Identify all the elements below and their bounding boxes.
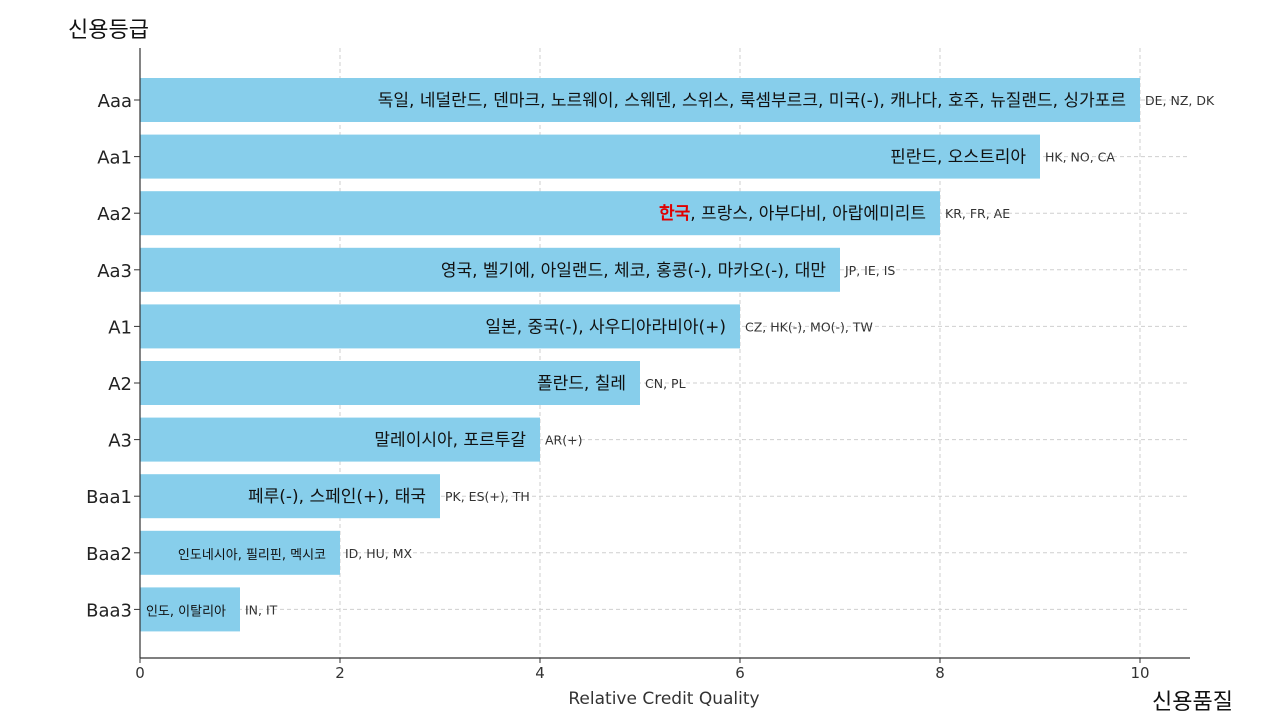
bar-inside-label: 말레이시아, 포르투갈 [374,431,526,451]
x-tick-label: 8 [935,664,945,682]
bar-outside-label: KR, FR, AE [945,206,1010,221]
x-axis-title: Relative Credit Quality [568,689,759,709]
bar [140,361,640,405]
y-tick-label: Aa2 [97,204,132,225]
bar [140,134,1040,179]
bar-outside-label: CN, PL [645,376,686,391]
axes: Aaa Aa1 Aa2 Aa3 A1 A2 A3 Baa1 Baa2 Baa3 0 2 4 6 8 10 [86,48,1190,682]
bar-inside-label: 한국, 프랑스, 아부다비, 아랍에미리트 [659,204,926,224]
y-tick-label: Baa3 [86,600,132,621]
y-tick-label: Baa2 [86,544,132,565]
bar-inside-label: 폴란드, 칠레 [537,374,626,394]
bar-inside-label: 페루(-), 스페인(+), 태국 [248,487,426,507]
y-tick-label: A1 [108,317,132,338]
y-tick-label: A2 [108,374,132,395]
bar [140,247,840,292]
y-tick-label: Baa1 [86,487,132,508]
y-tick-label: Aaa [98,91,132,112]
bar [140,530,340,575]
bar-outside-label: CZ, HK(-), MO(-), TW [745,319,873,334]
y-tick-label: Aa1 [97,148,132,169]
bar [140,78,1140,122]
bar-inside-label: 핀란드, 오스트리아 [890,148,1026,168]
bar-outside-label: DE, NZ, DK [1145,93,1215,108]
y-corner-label: 신용등급 [68,18,149,43]
x-tick-label: 2 [335,664,345,682]
bar [140,417,540,462]
y-tick-label: Aa3 [97,261,132,282]
bar-outside-label: PK, ES(+), TH [445,489,530,504]
x-tick-label: 10 [1130,664,1149,682]
bar-outside-label: ID, HU, MX [345,546,413,561]
bar-inside-label: 일본, 중국(-), 사우디아라비아(+) [485,317,726,337]
bar-inside-label: 인도, 이탈리아 [146,604,226,619]
x-tick-label: 0 [135,664,145,682]
bar-inside-label: 인도네시아, 필리핀, 멕시코 [178,548,326,563]
x-corner-label: 신용품질 [1152,690,1233,715]
y-tick-label: A3 [108,431,132,452]
bars: 독일, 네덜란드, 덴마크, 노르웨이, 스웨덴, 스위스, 룩셈부르크, 미국… [140,78,1215,632]
bar-outside-label: HK, NO, CA [1045,150,1115,165]
bar [140,304,740,349]
bar-outside-label: JP, IE, IS [844,263,895,278]
x-tick-label: 6 [735,664,745,682]
bar [140,474,440,519]
bar [140,587,240,632]
bar-outside-label: AR(+) [545,433,582,448]
bar [140,191,940,236]
x-tick-label: 4 [535,664,545,682]
bar-outside-label: IN, IT [245,602,278,617]
bar-inside-label: 독일, 네덜란드, 덴마크, 노르웨이, 스웨덴, 스위스, 룩셈부르크, 미국… [378,91,1126,111]
bar-inside-rest: , 프랑스, 아부다비, 아랍에미리트 [690,204,926,224]
highlight-country: 한국 [659,204,691,224]
bar-inside-label: 영국, 벨기에, 아일랜드, 체코, 홍콩(-), 마카오(-), 대만 [441,261,827,281]
